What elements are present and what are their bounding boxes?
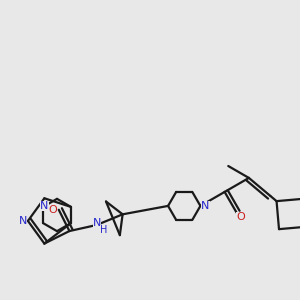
Text: N: N <box>19 216 27 226</box>
Text: N: N <box>201 201 210 211</box>
Text: H: H <box>100 225 107 235</box>
Text: O: O <box>236 212 245 221</box>
Text: H: H <box>48 205 55 215</box>
Text: N: N <box>93 218 101 228</box>
Text: N: N <box>40 201 49 211</box>
Text: O: O <box>48 205 57 215</box>
